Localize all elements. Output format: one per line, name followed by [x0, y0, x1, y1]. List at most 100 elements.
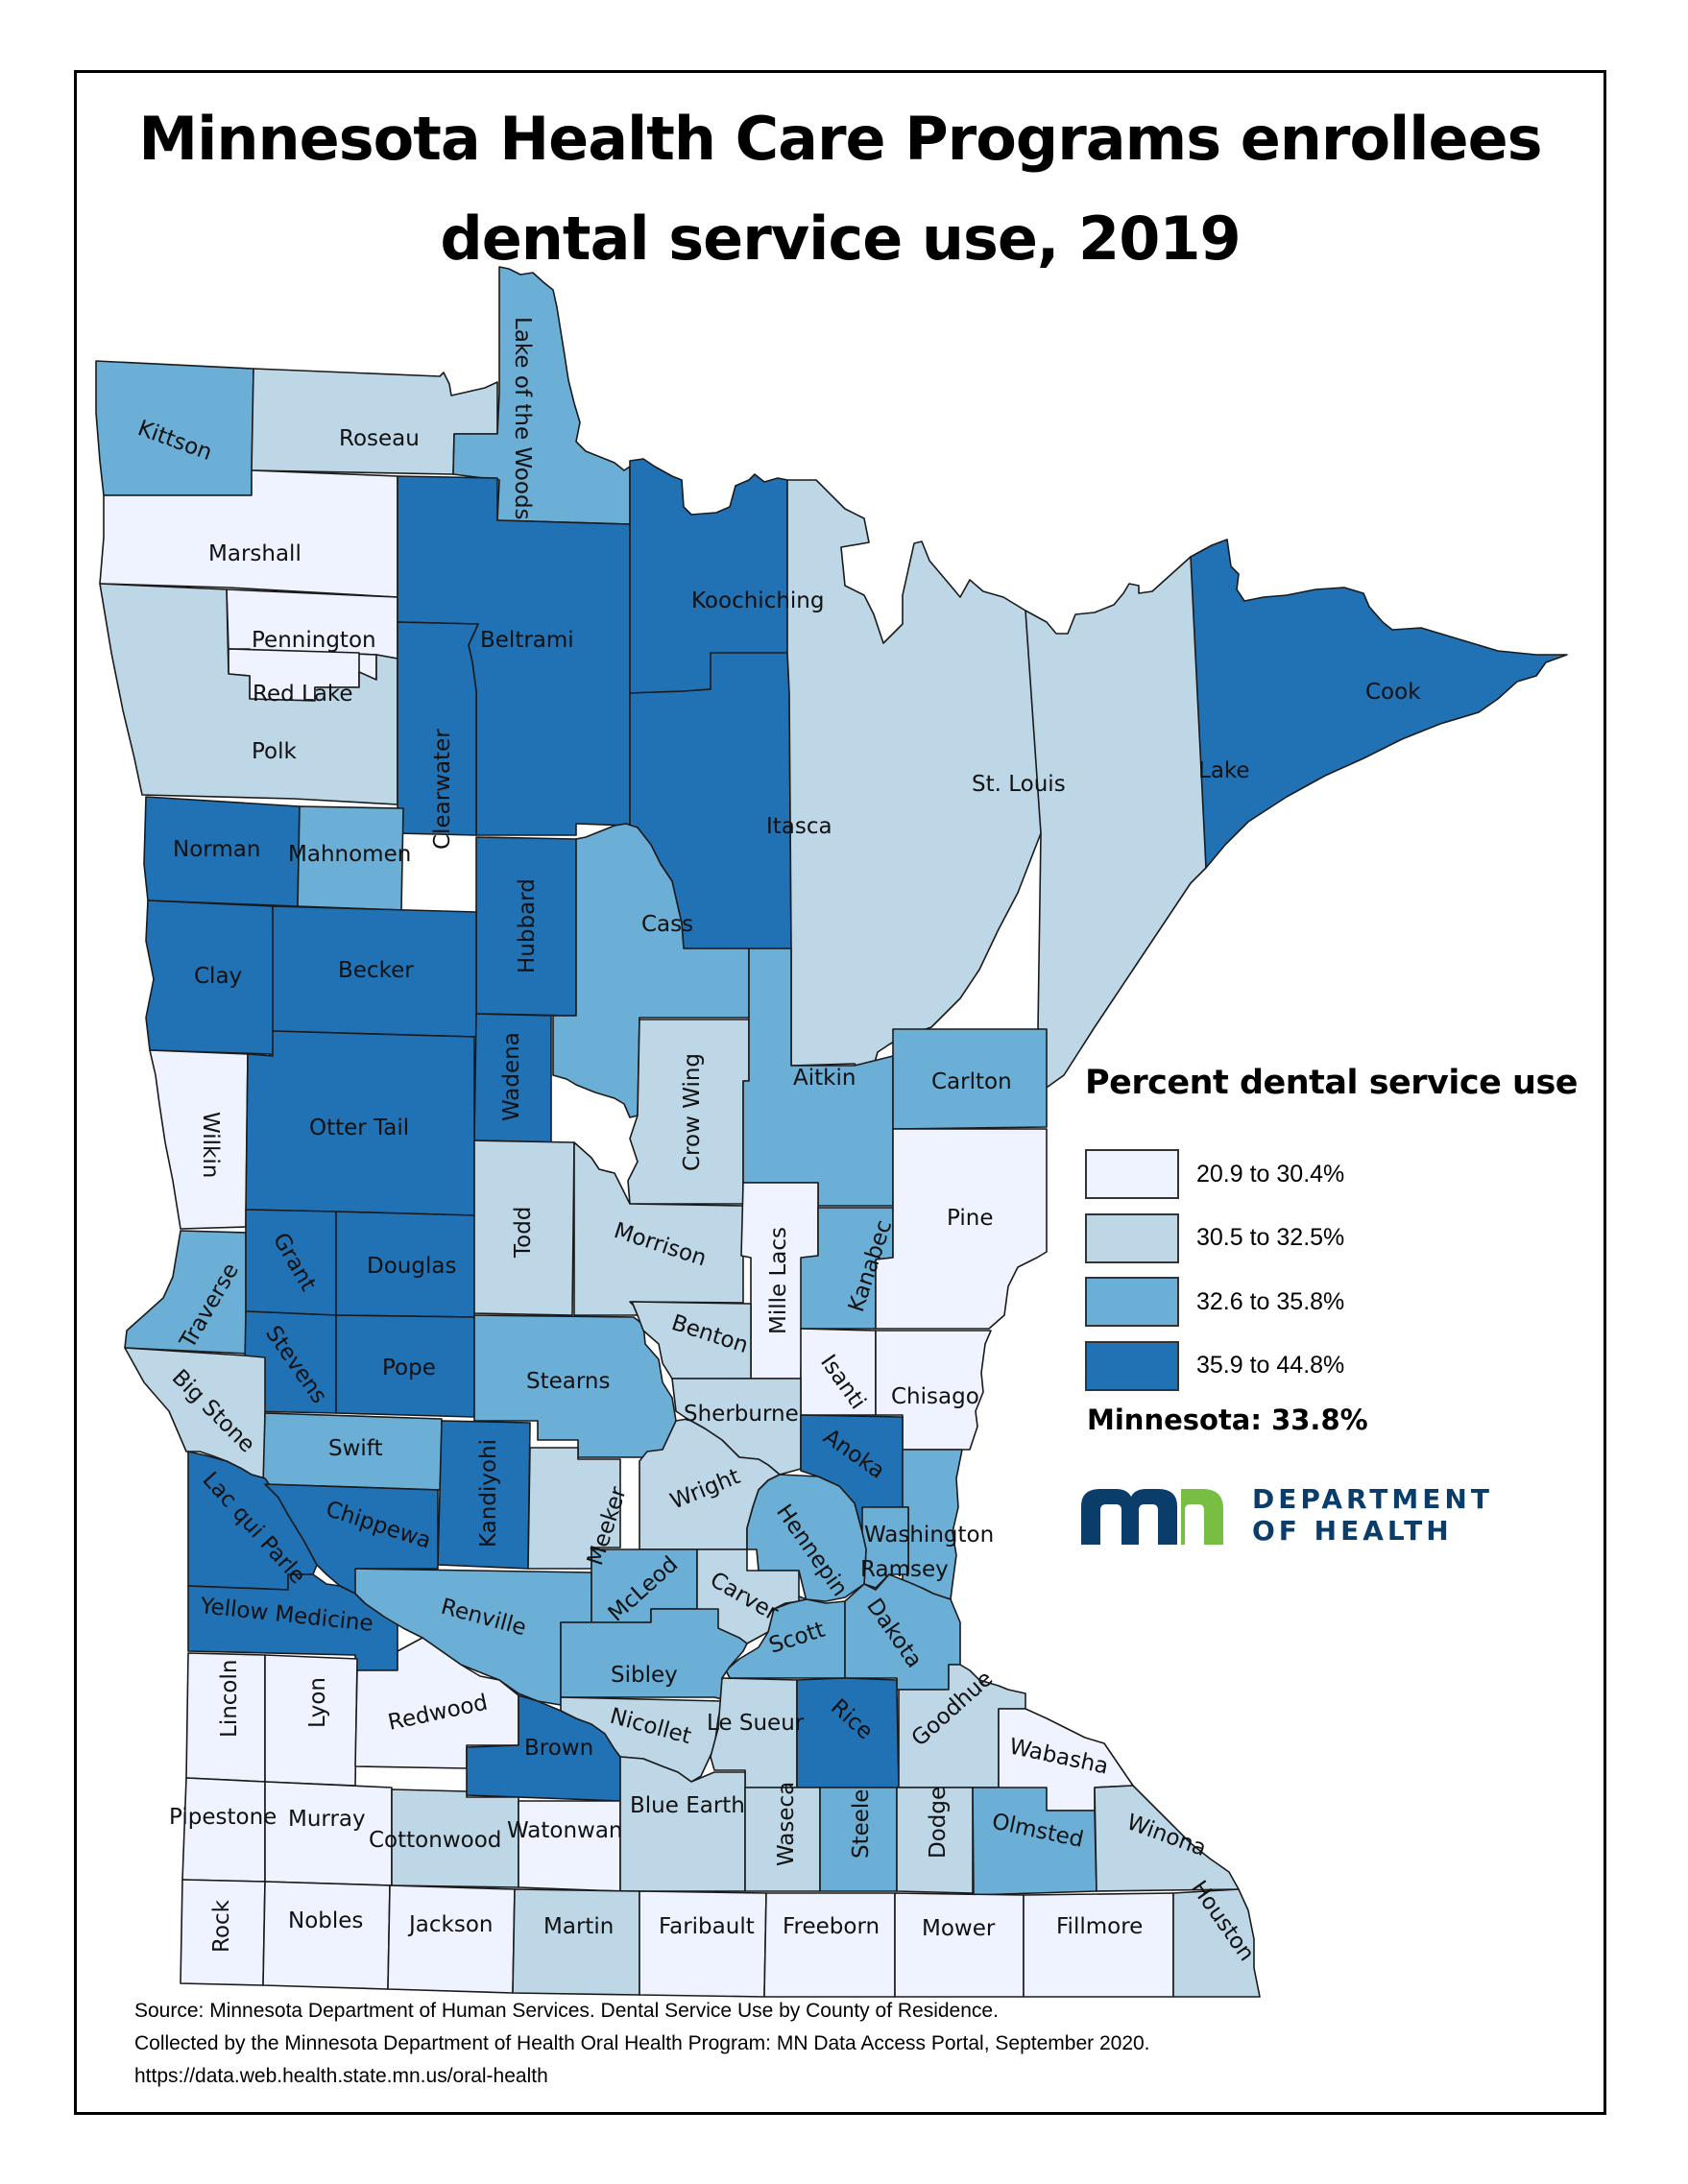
state-total-value: Minnesota: 33.8% [1087, 1404, 1368, 1436]
label-sibley: Sibley [611, 1663, 678, 1688]
label-roseau: Roseau [339, 426, 420, 451]
label-swift: Swift [328, 1436, 383, 1461]
county-houston[interactable] [1172, 1888, 1261, 1998]
label-marshall: Marshall [208, 541, 301, 566]
figure-frame [74, 70, 1606, 2115]
county-aitkin[interactable] [742, 948, 894, 1207]
label-polk: Polk [252, 739, 298, 764]
label-itasca: Itasca [766, 814, 832, 839]
source-url[interactable]: https://data.web.health.state.mn.us/oral… [134, 2065, 548, 2087]
label-watonwan: Watonwan [507, 1818, 623, 1843]
label-murray: Murray [288, 1807, 366, 1832]
legend-item-bin-4: 35.9 to 44.8% [1085, 1334, 1344, 1399]
legend-swatch-bin-2 [1085, 1212, 1179, 1263]
legend-label-bin-2: 30.5 to 32.5% [1196, 1224, 1345, 1252]
label-beltrami: Beltrami [480, 628, 574, 653]
county-watonwan[interactable] [518, 1800, 621, 1892]
label-hubbard: Hubbard [515, 878, 540, 973]
county-pine[interactable] [875, 1128, 1048, 1330]
county-jackson[interactable] [387, 1884, 516, 1994]
legend-label-bin-1: 20.9 to 30.4% [1196, 1160, 1345, 1188]
county-faribault[interactable] [639, 1890, 767, 1998]
county-lake-of-the-woods[interactable] [452, 266, 631, 525]
label-cass: Cass [641, 912, 693, 937]
label-todd: Todd [511, 1207, 536, 1259]
label-washington: Washington [864, 1523, 994, 1548]
label-martin: Martin [543, 1914, 614, 1939]
county-martin[interactable] [512, 1888, 640, 1996]
county-mower[interactable] [894, 1892, 1025, 1998]
label-pine: Pine [947, 1206, 993, 1231]
county-blue-earth[interactable] [619, 1756, 746, 1892]
label-otter-tail: Otter Tail [309, 1116, 409, 1140]
logo-line-department: DEPARTMENT [1252, 1483, 1493, 1515]
county-chippewa[interactable] [264, 1483, 439, 1595]
county-lake[interactable] [1025, 556, 1207, 1095]
county-fillmore[interactable] [1023, 1892, 1174, 1998]
county-cass[interactable] [552, 823, 750, 1118]
label-norman: Norman [173, 837, 260, 862]
legend-swatch-bin-3 [1085, 1277, 1179, 1328]
legend-label-bin-4: 35.9 to 44.8% [1196, 1352, 1345, 1380]
county-freeborn[interactable] [763, 1892, 896, 1998]
county-scott[interactable] [725, 1598, 846, 1679]
legend-label-bin-3: 32.6 to 35.8% [1196, 1287, 1345, 1315]
label-becker: Becker [338, 958, 414, 983]
label-douglas: Douglas [367, 1254, 456, 1279]
legend-item-bin-1: 20.9 to 30.4% [1085, 1142, 1344, 1207]
label-rock: Rock [209, 1899, 234, 1953]
label-lake: Lake [1198, 758, 1250, 783]
legend-title: Percent dental service use [1085, 1064, 1579, 1102]
county-chisago[interactable] [875, 1330, 992, 1451]
county-cook[interactable] [1190, 539, 1568, 869]
label-wadena: Wadena [499, 1032, 524, 1121]
source-line-2: Collected by the Minnesota Department of… [134, 2032, 1150, 2054]
legend-item-bin-2: 30.5 to 32.5% [1085, 1207, 1344, 1271]
county-polk[interactable] [99, 583, 398, 805]
label-sherburne: Sherburne [684, 1402, 799, 1427]
label-steele: Steele [849, 1789, 874, 1859]
label-red-lake: Red Lake [253, 682, 353, 707]
label-st-louis: St. Louis [972, 772, 1066, 797]
label-blue-earth: Blue Earth [630, 1793, 745, 1818]
county-carlton[interactable] [892, 1028, 1048, 1130]
county-pipestone[interactable] [181, 1777, 266, 1883]
label-aitkin: Aitkin [793, 1066, 856, 1091]
label-ramsey: Ramsey [860, 1557, 949, 1582]
logo-line-of-health: OF HEALTH [1252, 1515, 1453, 1547]
label-cottonwood: Cottonwood [369, 1828, 501, 1853]
county-winona[interactable] [1094, 1785, 1240, 1892]
county-dodge[interactable] [896, 1787, 974, 1894]
county-meeker[interactable] [527, 1447, 621, 1570]
label-carlton: Carlton [931, 1069, 1012, 1094]
label-nobles: Nobles [288, 1908, 363, 1933]
label-le-sueur: Le Sueur [707, 1711, 805, 1736]
county-sibley[interactable] [560, 1608, 748, 1700]
county-benton[interactable] [631, 1301, 752, 1380]
label-brown: Brown [524, 1736, 593, 1761]
label-mahnomen: Mahnomen [288, 842, 411, 867]
label-kandiyohi: Kandiyohi [476, 1439, 501, 1548]
label-stearns: Stearns [526, 1369, 610, 1394]
source-line-1: Source: Minnesota Department of Human Se… [134, 2000, 999, 2022]
label-lincoln: Lincoln [217, 1660, 242, 1738]
label-freeborn: Freeborn [783, 1914, 880, 1939]
label-cook: Cook [1365, 680, 1421, 705]
legend-swatch-bin-1 [1085, 1149, 1179, 1200]
label-lyon: Lyon [305, 1677, 330, 1728]
label-lake-of-the-woods: Lake of the Woods [510, 317, 535, 520]
mn-department-of-health-logo: DEPARTMENT OF HEALTH [1077, 1483, 1493, 1547]
label-pope: Pope [382, 1356, 436, 1380]
label-dodge: Dodge [926, 1787, 951, 1859]
county-shapes [95, 266, 1568, 1998]
label-crow-wing: Crow Wing [680, 1053, 705, 1171]
logo-wordmark: DEPARTMENT OF HEALTH [1252, 1483, 1493, 1547]
county-nobles[interactable] [262, 1881, 391, 1990]
county-roseau[interactable] [251, 368, 498, 475]
label-chisago: Chisago [891, 1384, 979, 1409]
map-title-line-1: Minnesota Health Care Programs enrollees [138, 104, 1542, 174]
legend-swatch-bin-4 [1085, 1340, 1179, 1391]
label-koochiching: Koochiching [691, 588, 824, 613]
label-jackson: Jackson [407, 1912, 493, 1937]
